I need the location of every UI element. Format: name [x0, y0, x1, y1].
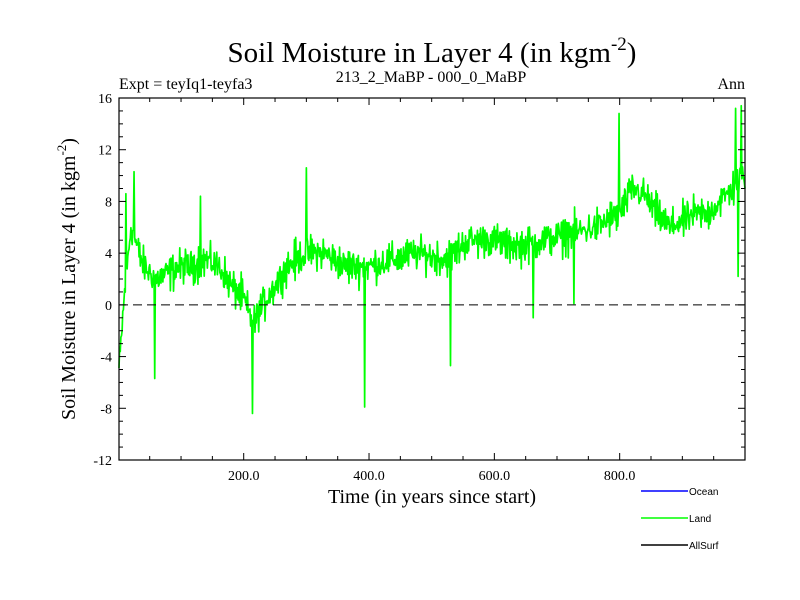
x-tick-label: 200.0: [228, 469, 260, 484]
y-tick-label: 4: [105, 247, 112, 262]
y-tick-label: -4: [100, 351, 112, 366]
legend-label-allsurf: AllSurf: [689, 541, 719, 552]
chart-subtitle-center: 213_2_MaBP - 000_0_MaBP: [336, 69, 527, 86]
x-tick-label: 400.0: [353, 469, 385, 484]
x-axis-label: Time (in years since start): [328, 486, 536, 508]
chart-subtitle-left: Expt = teyIq1-teyfa3: [119, 76, 252, 93]
chart-subtitle-right: Ann: [717, 76, 745, 93]
chart-title: Soil Moisture in Layer 4 (in kgm-2): [228, 34, 637, 69]
series-line-land: [118, 104, 746, 415]
legend-label-ocean: Ocean: [689, 487, 718, 498]
y-tick-label: -12: [93, 454, 112, 469]
x-axis: 200.0 400.0 600.0 800.0: [149, 98, 715, 484]
y-tick-label: 8: [105, 195, 112, 210]
x-tick-label: 800.0: [604, 469, 636, 484]
y-tick-label: 12: [98, 144, 112, 159]
y-axis: -12 -8 -4 0 4 8 12 16: [93, 92, 745, 469]
y-tick-label: 16: [98, 92, 112, 107]
y-axis-label: Soil Moisture in Layer 4 (in kgm-2): [54, 138, 80, 420]
legend-label-land: Land: [689, 514, 711, 525]
y-tick-label: 0: [105, 299, 112, 314]
series-layer: [118, 104, 746, 415]
legend: Ocean Land AllSurf: [641, 487, 719, 552]
y-tick-label: -8: [100, 402, 112, 417]
x-tick-label: 600.0: [479, 469, 511, 484]
plot-frame: [118, 97, 746, 461]
